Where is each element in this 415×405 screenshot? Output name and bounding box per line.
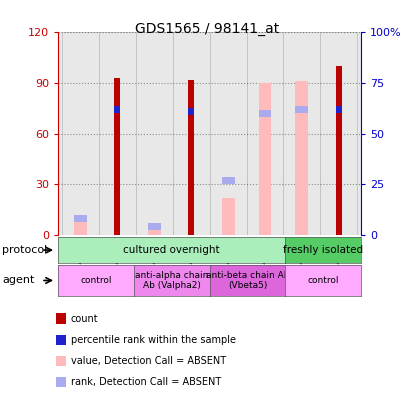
Bar bbox=[259, 83, 271, 235]
Bar bbox=[114, 78, 120, 235]
Bar bbox=[336, 106, 342, 113]
Bar bbox=[74, 215, 87, 222]
Bar bbox=[62, 32, 99, 235]
Bar bbox=[99, 32, 136, 235]
Bar bbox=[336, 66, 342, 235]
Text: percentile rank within the sample: percentile rank within the sample bbox=[71, 335, 236, 345]
Text: protocol: protocol bbox=[2, 245, 47, 255]
Bar bbox=[136, 32, 173, 235]
Bar bbox=[74, 215, 87, 235]
Bar bbox=[247, 32, 283, 235]
Bar bbox=[283, 32, 320, 235]
Text: freshly isolated: freshly isolated bbox=[283, 245, 363, 255]
Bar bbox=[320, 32, 357, 235]
Text: count: count bbox=[71, 314, 98, 324]
Bar bbox=[259, 110, 271, 117]
Text: agent: agent bbox=[2, 275, 34, 286]
Bar bbox=[188, 108, 194, 115]
Text: control: control bbox=[308, 276, 339, 285]
Text: value, Detection Call = ABSENT: value, Detection Call = ABSENT bbox=[71, 356, 226, 366]
Bar bbox=[173, 32, 210, 235]
Bar bbox=[222, 198, 234, 235]
Bar bbox=[210, 32, 247, 235]
Text: GDS1565 / 98141_at: GDS1565 / 98141_at bbox=[135, 22, 280, 36]
Text: anti-alpha chain
Ab (Valpha2): anti-alpha chain Ab (Valpha2) bbox=[135, 271, 208, 290]
Bar bbox=[148, 224, 161, 230]
Bar bbox=[295, 106, 308, 113]
Bar bbox=[114, 106, 120, 113]
Text: control: control bbox=[80, 276, 112, 285]
Bar bbox=[148, 226, 161, 235]
Text: rank, Detection Call = ABSENT: rank, Detection Call = ABSENT bbox=[71, 377, 221, 387]
Bar bbox=[222, 177, 234, 183]
Bar bbox=[295, 81, 308, 235]
Text: cultured overnight: cultured overnight bbox=[123, 245, 220, 255]
Text: anti-beta chain Ab
(Vbeta5): anti-beta chain Ab (Vbeta5) bbox=[206, 271, 289, 290]
Bar bbox=[188, 80, 194, 235]
